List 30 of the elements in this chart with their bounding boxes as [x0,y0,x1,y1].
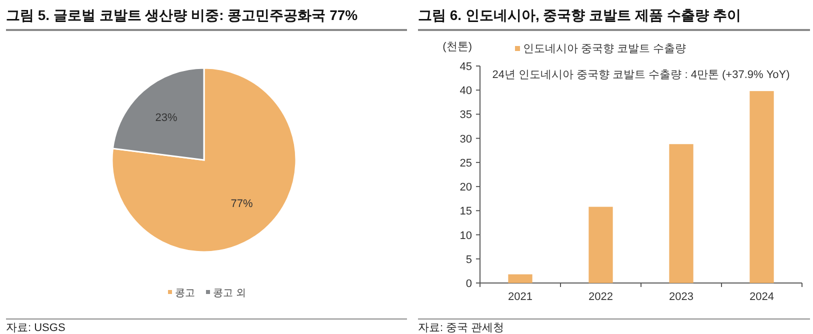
y-axis-title: (천톤) [442,41,472,53]
title: 그림 5. 글로벌 코발트 생산량 비중: 콩고민주공화국 77% [6,7,358,23]
y-tick-label: 25 [460,157,472,170]
pie-slice [111,67,297,253]
data-label: 77% [230,198,253,210]
y-tick-label: 30 [460,133,472,146]
legend-label: 인도네시아 중국향 코발트 수출량 [523,43,686,55]
x-tick-label: 2022 [588,291,613,303]
annotation: 24년 인도네시아 중국향 코발트 수출량 : 4만톤 (+37.9% YoY) [492,69,790,81]
x-tick-label: 2024 [750,291,774,303]
x-tick-label: 2023 [669,291,694,303]
bar [669,144,694,283]
bar [750,91,774,283]
bar [508,274,532,283]
legend-label: 콩고 외 [213,288,246,299]
y-tick-label: 10 [460,230,472,242]
bar [588,206,613,283]
y-tick-label: 40 [460,85,472,98]
x-tick-label: 2021 [508,291,532,303]
y-tick-label: 0 [466,278,472,290]
text: 자료: 중국 관세청 [418,322,504,334]
data-label: 23% [155,112,178,124]
y-tick-label: 5 [466,254,472,266]
legend-label: 콩고 [175,288,195,299]
title: 그림 6. 인도네시아, 중국향 코발트 제품 수출량 추이 [418,7,741,23]
y-tick-label: 35 [460,109,472,122]
text: 자료: USGS [6,322,66,334]
y-tick-label: 15 [460,206,472,218]
y-tick-label: 45 [460,61,472,73]
y-tick-label: 20 [460,182,472,194]
